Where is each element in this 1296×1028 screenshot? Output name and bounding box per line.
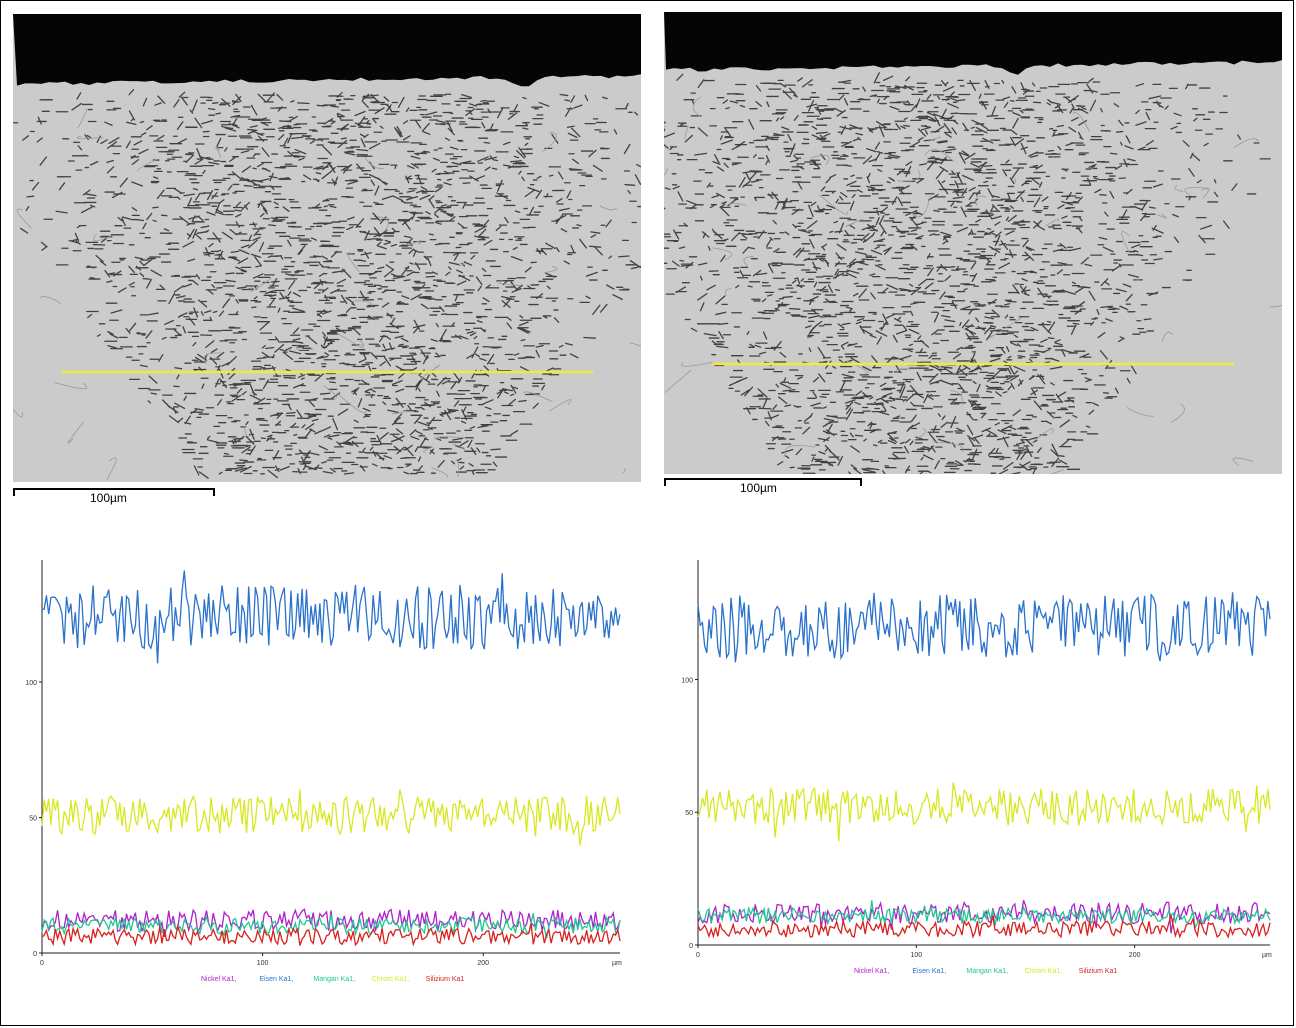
legend: Nickel Ka1, Eisen Ka1, Mangan Ka1, Chrom Ka… xyxy=(854,968,1117,975)
series-line-3 xyxy=(697,782,1271,842)
x-axis-unit: µm xyxy=(612,960,622,967)
series-line-4 xyxy=(41,923,621,947)
series-line-1 xyxy=(41,570,621,664)
legend-item-1: Eisen Ka1, xyxy=(912,968,946,975)
y-tick-label: 0 xyxy=(689,943,693,950)
mount-band xyxy=(664,12,1282,75)
scale-label-right: 100µm xyxy=(740,481,777,495)
grain-boundaries xyxy=(13,108,641,481)
legend-item-0: Nickel Ka1, xyxy=(854,968,889,975)
x-tick-label: 100 xyxy=(257,960,269,967)
sem-micrograph-left xyxy=(13,14,641,482)
series-line-4 xyxy=(697,915,1271,939)
y-tick-label: 50 xyxy=(685,810,693,817)
x-tick-label: 0 xyxy=(696,952,700,959)
scale-label-left: 100µm xyxy=(90,491,127,505)
x-tick-label: 0 xyxy=(40,960,44,967)
y-tick-label: 0 xyxy=(33,951,37,958)
scale-bar-right xyxy=(664,478,862,486)
legend-item-2: Mangan Ka1, xyxy=(313,976,355,983)
sem-micrograph-right xyxy=(664,12,1282,474)
legend-item-4: Silizium Ka1 xyxy=(426,976,465,983)
grain-boundaries xyxy=(664,96,1282,474)
scale-bar-left xyxy=(13,488,215,496)
mount-band xyxy=(13,14,641,87)
series-line-2 xyxy=(41,913,621,939)
legend: Nickel Ka1, Eisen Ka1, Mangan Ka1, Chrom Ka… xyxy=(201,976,464,983)
metal-surface xyxy=(13,14,641,482)
x-axis-unit: µm xyxy=(1262,952,1272,959)
legend-item-0: Nickel Ka1, xyxy=(201,976,236,983)
legend-item-2: Mangan Ka1, xyxy=(966,968,1008,975)
line-scan-chart-left: 0 50 100 0 100 200 µm Nickel Ka1, Eisen Ka1, Mang… xyxy=(20,555,630,995)
legend-item-3: Chrom Ka1, xyxy=(1025,968,1062,975)
legend-item-3: Chrom Ka1, xyxy=(372,976,409,983)
x-tick-label: 200 xyxy=(477,960,489,967)
y-tick-label: 100 xyxy=(25,680,37,687)
series-line-0 xyxy=(41,908,621,937)
line-scan-chart-right: 0 50 100 0 100 200 µm Nickel Ka1, Eisen Ka1, Mang… xyxy=(676,555,1282,985)
x-tick-label: 200 xyxy=(1129,952,1141,959)
legend-item-1: Eisen Ka1, xyxy=(259,976,293,983)
series-line-3 xyxy=(41,789,621,846)
series-line-0 xyxy=(697,899,1271,934)
legend-item-4: Silizium Ka1 xyxy=(1079,968,1118,975)
dendrite-texture xyxy=(13,88,641,479)
x-tick-label: 100 xyxy=(910,952,922,959)
series-line-1 xyxy=(697,592,1271,663)
series-line-2 xyxy=(697,900,1271,931)
y-tick-label: 50 xyxy=(29,815,37,822)
y-tick-label: 100 xyxy=(681,677,693,684)
